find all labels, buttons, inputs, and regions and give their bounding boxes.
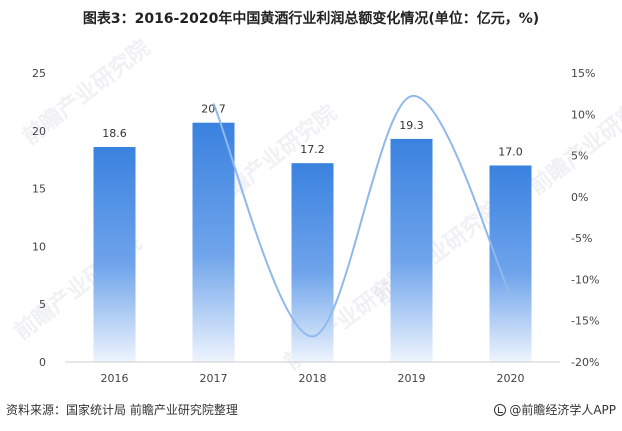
right-tick-label: -10%: [571, 273, 599, 286]
bar-value-label: 17.0: [498, 145, 523, 158]
growth-line: [212, 95, 512, 338]
bar: [390, 138, 433, 362]
x-tick-label: 2019: [398, 372, 426, 385]
right-tick-label: -15%: [571, 315, 599, 328]
right-tick-label: -20%: [571, 356, 599, 369]
bar-series: 18.6 20.7 17.2 19.3 17.0: [93, 103, 532, 362]
x-tick-label: 2016: [101, 372, 129, 385]
left-tick-label: 15: [32, 183, 46, 196]
brand-logo-icon: [494, 403, 507, 416]
chart-title: 图表3：2016-2020年中国黄酒行业利润总额变化情况(单位：亿元，%): [82, 11, 540, 27]
left-tick-label: 0: [39, 356, 46, 369]
bar-value-label: 20.7: [201, 103, 226, 116]
x-axis: 2016 2017 2018 2019 2020: [65, 361, 560, 385]
footer: 资料来源：国家统计局 前瞻产业研究院整理 @前瞻经济学人APP: [6, 401, 616, 421]
bar: [192, 122, 235, 362]
x-tick-label: 2017: [200, 372, 228, 385]
right-axis: -20% -15% -10% -5% 0% 5% 10% 15%: [571, 67, 599, 369]
brand: @前瞻经济学人APP: [494, 401, 616, 418]
right-tick-label: -5%: [571, 232, 592, 245]
line-series: [212, 95, 512, 338]
source-note: 资料来源：国家统计局 前瞻产业研究院整理: [6, 403, 238, 417]
right-tick-label: 0%: [571, 191, 588, 204]
bar-value-label: 18.6: [102, 127, 127, 140]
bar: [489, 165, 532, 362]
bar-value-label: 19.3: [399, 119, 424, 132]
x-tick-label: 2020: [497, 372, 525, 385]
bar-value-label: 17.2: [300, 143, 325, 156]
chart-plot-area: 0 5 10 15 20 25 -20% -15% -10% -5% 0% 5% 10% 15% 18.…: [32, 67, 599, 385]
left-tick-label: 25: [32, 67, 46, 80]
left-tick-label: 20: [32, 125, 46, 138]
bar: [291, 163, 334, 362]
left-tick-label: 5: [39, 298, 46, 311]
left-tick-label: 10: [32, 240, 46, 253]
right-tick-label: 15%: [571, 67, 595, 80]
brand-text: @前瞻经济学人APP: [509, 403, 616, 417]
right-tick-label: 5%: [571, 150, 588, 163]
x-tick-label: 2018: [299, 372, 327, 385]
bar: [93, 146, 136, 362]
right-tick-label: 10%: [571, 108, 595, 121]
left-axis: 0 5 10 15 20 25: [32, 67, 46, 369]
